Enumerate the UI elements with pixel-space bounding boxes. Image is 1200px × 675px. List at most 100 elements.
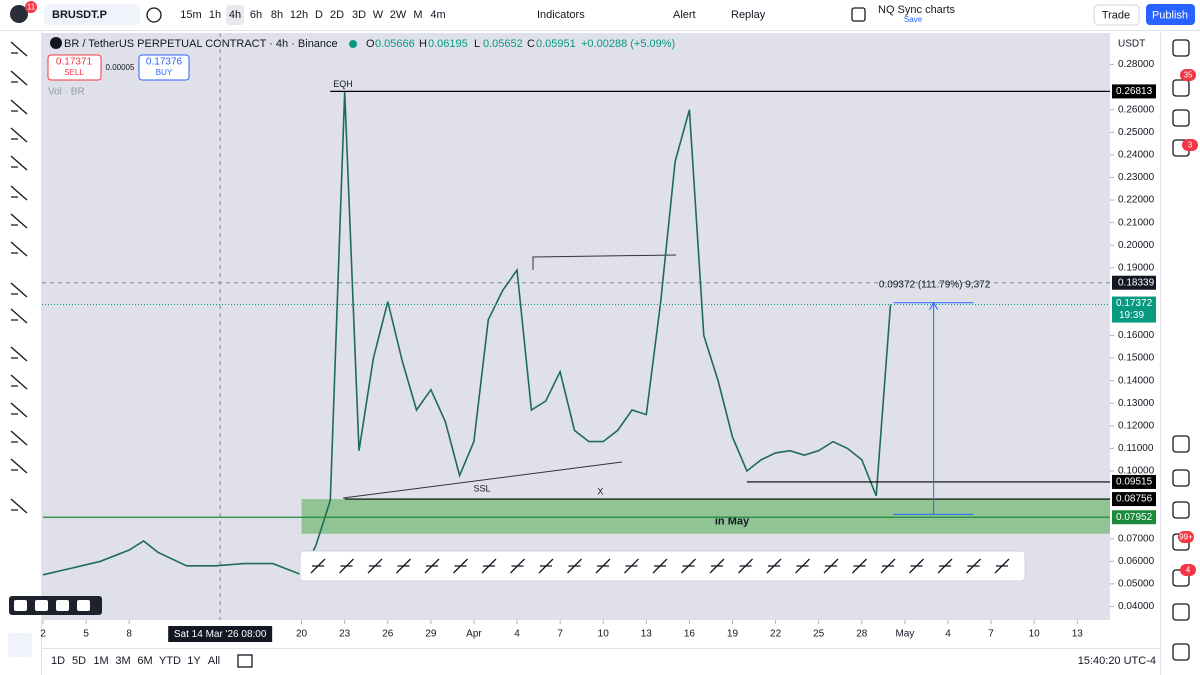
drawing-tool[interactable]	[766, 558, 782, 574]
interval[interactable]: 15m	[180, 9, 201, 21]
indicators-button[interactable]: Indicators	[537, 9, 585, 21]
tool-icon[interactable]	[10, 282, 28, 298]
drawing-tool[interactable]	[994, 558, 1010, 574]
sell-price[interactable]: 0.17371	[56, 57, 93, 68]
replay-button[interactable]: Replay	[731, 9, 766, 21]
publish-button[interactable]: Publish	[1152, 9, 1188, 21]
range-button[interactable]: 1Y	[187, 655, 201, 667]
tool-icon[interactable]	[10, 458, 28, 474]
sidebar-icon[interactable]	[1172, 603, 1190, 621]
sell-box[interactable]	[47, 54, 102, 81]
drawing-tool[interactable]	[396, 558, 411, 574]
drawing-tool[interactable]	[652, 558, 668, 574]
interval[interactable]: 6h	[250, 9, 262, 21]
trade-button-box[interactable]	[1093, 4, 1140, 26]
sidebar-icon[interactable]	[1172, 79, 1190, 97]
buy-box[interactable]	[138, 54, 190, 81]
tool-icon[interactable]	[10, 127, 28, 143]
add-symbol[interactable]	[146, 7, 162, 23]
drawing-tool[interactable]	[709, 558, 725, 574]
interval[interactable]: 2D	[330, 9, 344, 21]
drawing-tool[interactable]	[795, 558, 810, 574]
sidebar-icon[interactable]	[1172, 435, 1190, 453]
interval[interactable]: 8h	[271, 9, 283, 21]
interval[interactable]: 12h	[290, 9, 308, 21]
screenshot-tool[interactable]	[77, 600, 90, 611]
tool-icon[interactable]	[10, 213, 28, 229]
tool-icon[interactable]	[10, 185, 28, 201]
trade-button[interactable]: Trade	[1102, 9, 1130, 21]
chart-title: BR / TetherUS PERPETUAL CONTRACT · 4h · …	[64, 38, 338, 50]
interval[interactable]: 4h	[229, 9, 241, 21]
symbol-search[interactable]	[44, 4, 140, 25]
interval[interactable]: 3D	[352, 9, 366, 21]
interval[interactable]: 2W	[390, 9, 407, 21]
range-button[interactable]: YTD	[159, 655, 181, 667]
alert-button[interactable]: Alert	[673, 9, 696, 21]
drawing-tool[interactable]	[880, 558, 896, 574]
avatar[interactable]	[10, 5, 28, 23]
screenshot-tool[interactable]	[14, 600, 27, 611]
tool-icon[interactable]	[10, 308, 28, 324]
tool-icon[interactable]	[10, 430, 28, 446]
range-button[interactable]: 3M	[115, 655, 130, 667]
tool-icon[interactable]	[10, 155, 28, 171]
date-range-icon[interactable]	[237, 654, 253, 668]
tool-icon[interactable]	[10, 41, 28, 57]
drawing-tool[interactable]	[567, 558, 582, 574]
drawing-tool[interactable]	[624, 558, 639, 574]
tool-icon[interactable]	[10, 346, 28, 362]
tool-icon[interactable]	[10, 402, 28, 418]
drawing-tool[interactable]	[310, 558, 326, 574]
drawing-tool[interactable]	[823, 558, 839, 574]
sidebar-icon[interactable]	[1172, 501, 1190, 519]
range-button[interactable]: 1D	[51, 655, 65, 667]
drawing-tool[interactable]	[595, 558, 611, 574]
drawing-tool[interactable]	[909, 558, 924, 574]
drawing-tool[interactable]	[966, 558, 981, 574]
interval[interactable]: M	[413, 9, 422, 21]
tool-icon[interactable]	[10, 70, 28, 86]
sidebar-icon[interactable]	[1172, 643, 1190, 661]
drawing-tool[interactable]	[538, 558, 554, 574]
screenshot-tool[interactable]	[35, 600, 48, 611]
layout-checkbox[interactable]	[851, 7, 866, 22]
sell-label[interactable]: SELL	[64, 68, 84, 77]
interval[interactable]: D	[315, 9, 323, 21]
drawing-tool[interactable]	[681, 558, 696, 574]
tool-icon[interactable]	[10, 241, 28, 257]
drawing-tool[interactable]	[424, 558, 440, 574]
drawing-tool[interactable]	[852, 558, 867, 574]
symbol[interactable]: BRUSDT.P	[52, 9, 107, 21]
drawing-tool[interactable]	[510, 558, 525, 574]
publish-button-box[interactable]	[1146, 4, 1195, 25]
templates-icon[interactable]	[8, 633, 32, 657]
interval[interactable]: W	[373, 9, 384, 21]
range-button[interactable]: 5D	[72, 655, 86, 667]
interval[interactable]: 1h	[209, 9, 221, 21]
range-button[interactable]: All	[208, 655, 220, 667]
tool-icon[interactable]	[10, 498, 28, 514]
drawing-tool[interactable]	[339, 558, 354, 574]
layout-name[interactable]: NQ Sync charts	[878, 4, 956, 16]
drawing-tool[interactable]	[481, 558, 497, 574]
drawing-tool[interactable]	[367, 558, 383, 574]
buy-label[interactable]: BUY	[156, 68, 173, 77]
screenshot-tool[interactable]	[56, 600, 69, 611]
spread: 0.00005	[106, 63, 135, 72]
buy-price[interactable]: 0.17376	[146, 57, 183, 68]
sidebar-icon[interactable]	[1172, 109, 1190, 127]
sidebar-badge-bg	[1178, 531, 1194, 543]
range-button[interactable]: 1M	[93, 655, 108, 667]
interval[interactable]: 4m	[430, 9, 445, 21]
sidebar-icon[interactable]	[1172, 469, 1190, 487]
drawing-tool[interactable]	[937, 558, 953, 574]
range-button[interactable]: 6M	[137, 655, 152, 667]
drawing-tool[interactable]	[738, 558, 753, 574]
sidebar-icon[interactable]	[1172, 39, 1190, 57]
tool-icon[interactable]	[10, 99, 28, 115]
drawing-tool[interactable]	[453, 558, 468, 574]
crosshair-time: Sat 14 Mar '26 08:00	[174, 629, 267, 640]
tool-icon[interactable]	[10, 374, 28, 390]
currency[interactable]: USDT	[1118, 39, 1145, 50]
